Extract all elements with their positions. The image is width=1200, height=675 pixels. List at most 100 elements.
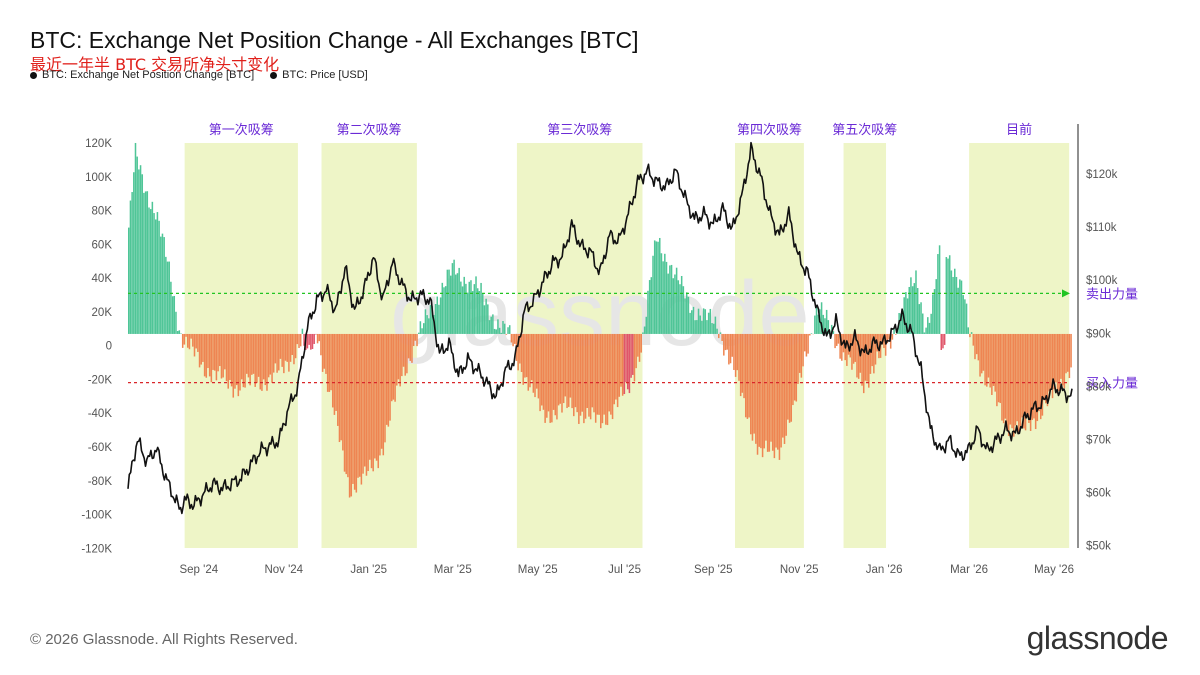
net-position-bar[interactable] (578, 333, 580, 424)
net-position-bar[interactable] (343, 333, 346, 472)
net-position-bar[interactable] (426, 315, 428, 334)
net-position-bar[interactable] (374, 333, 376, 459)
net-position-bar[interactable] (755, 333, 757, 444)
net-position-bar[interactable] (262, 333, 265, 380)
net-position-bar[interactable] (559, 333, 562, 404)
net-position-bar[interactable] (353, 333, 356, 490)
net-position-bar[interactable] (461, 286, 464, 334)
net-position-bar[interactable] (471, 291, 474, 334)
net-position-bar[interactable] (219, 333, 221, 367)
net-position-bar[interactable] (630, 333, 632, 378)
net-position-bar[interactable] (131, 192, 133, 334)
net-position-bar[interactable] (385, 333, 388, 425)
net-position-bar[interactable] (605, 333, 607, 425)
net-position-bar[interactable] (173, 295, 176, 334)
net-position-bar[interactable] (530, 333, 533, 381)
net-position-bar[interactable] (915, 270, 917, 334)
net-position-bar[interactable] (562, 333, 565, 404)
net-position-bar[interactable] (308, 333, 310, 345)
net-position-bar[interactable] (487, 304, 489, 334)
net-position-bar[interactable] (249, 333, 251, 386)
net-position-bar[interactable] (989, 333, 991, 388)
net-position-bar[interactable] (692, 306, 695, 334)
net-position-bar[interactable] (716, 328, 718, 334)
net-position-bar[interactable] (512, 333, 514, 347)
net-position-bar[interactable] (659, 237, 661, 334)
net-position-bar[interactable] (397, 333, 400, 380)
net-position-bar[interactable] (938, 245, 941, 334)
net-position-bar[interactable] (979, 333, 981, 377)
net-position-bar[interactable] (589, 333, 592, 420)
net-position-bar[interactable] (252, 333, 255, 374)
net-position-bar[interactable] (144, 191, 147, 334)
net-position-bar[interactable] (986, 333, 988, 387)
net-position-bar[interactable] (626, 333, 629, 390)
net-position-bar[interactable] (444, 286, 447, 334)
net-position-bar[interactable] (908, 286, 911, 334)
net-position-bar[interactable] (707, 312, 710, 334)
net-position-bar[interactable] (1051, 333, 1054, 399)
net-position-bar[interactable] (809, 333, 811, 336)
net-position-bar[interactable] (299, 333, 302, 347)
net-position-bar[interactable] (640, 333, 642, 353)
net-position-bar[interactable] (370, 333, 373, 469)
net-position-bar[interactable] (633, 333, 636, 382)
net-position-bar[interactable] (187, 333, 189, 348)
net-position-bar[interactable] (232, 333, 235, 398)
net-position-bar[interactable] (460, 281, 462, 334)
net-position-bar[interactable] (736, 333, 739, 371)
net-position-bar[interactable] (873, 333, 875, 374)
net-position-bar[interactable] (148, 207, 150, 334)
net-position-bar[interactable] (335, 333, 337, 411)
net-position-bar[interactable] (436, 296, 439, 334)
net-position-bar[interactable] (406, 333, 408, 374)
net-position-bar[interactable] (247, 333, 250, 378)
net-position-bar[interactable] (372, 333, 374, 472)
net-position-bar[interactable] (369, 333, 371, 460)
net-position-bar[interactable] (632, 333, 634, 375)
net-position-bar[interactable] (670, 264, 673, 334)
net-position-bar[interactable] (920, 302, 922, 334)
net-position-bar[interactable] (301, 328, 304, 334)
net-position-bar[interactable] (394, 333, 396, 402)
net-position-bar[interactable] (756, 333, 759, 455)
net-position-bar[interactable] (414, 333, 417, 341)
net-position-bar[interactable] (888, 333, 890, 340)
net-position-bar[interactable] (1023, 333, 1025, 429)
net-position-bar[interactable] (611, 333, 614, 420)
net-position-bar[interactable] (396, 333, 398, 386)
net-position-bar[interactable] (503, 323, 506, 334)
net-position-bar[interactable] (342, 333, 344, 451)
net-position-bar[interactable] (566, 333, 568, 409)
net-position-bar[interactable] (758, 333, 760, 447)
net-position-bar[interactable] (284, 333, 287, 361)
net-position-bar[interactable] (507, 327, 509, 334)
net-position-bar[interactable] (1048, 333, 1050, 392)
net-position-bar[interactable] (827, 320, 830, 334)
net-position-bar[interactable] (954, 268, 956, 334)
net-position-bar[interactable] (220, 333, 223, 379)
net-position-bar[interactable] (883, 333, 885, 349)
net-position-bar[interactable] (490, 316, 492, 334)
net-position-bar[interactable] (839, 333, 841, 359)
net-position-bar[interactable] (465, 283, 467, 334)
net-position-bar[interactable] (224, 333, 226, 370)
net-position-bar[interactable] (171, 296, 174, 334)
net-position-bar[interactable] (294, 333, 297, 359)
net-position-bar[interactable] (866, 333, 868, 382)
net-position-bar[interactable] (940, 333, 943, 350)
net-position-bar[interactable] (800, 333, 803, 378)
net-position-bar[interactable] (134, 142, 137, 334)
net-position-bar[interactable] (480, 282, 482, 334)
net-position-bar[interactable] (567, 333, 570, 407)
net-position-bar[interactable] (421, 328, 423, 334)
net-position-bar[interactable] (906, 298, 909, 334)
net-position-bar[interactable] (552, 333, 555, 410)
net-position-bar[interactable] (470, 280, 472, 334)
net-position-bar[interactable] (283, 333, 285, 374)
net-position-bar[interactable] (672, 278, 675, 334)
net-position-bar[interactable] (1036, 333, 1039, 422)
net-position-bar[interactable] (409, 333, 412, 361)
net-position-bar[interactable] (274, 333, 277, 364)
net-position-bar[interactable] (738, 333, 740, 381)
